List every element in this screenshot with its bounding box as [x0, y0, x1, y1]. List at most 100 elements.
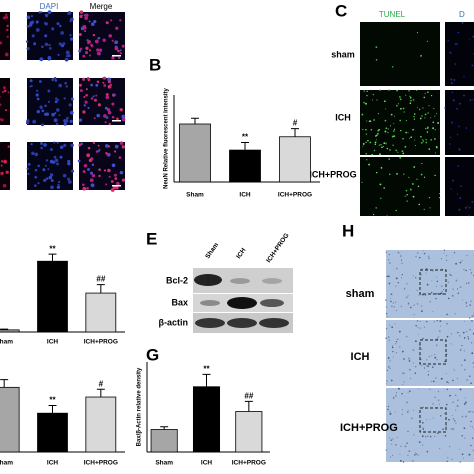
- x-tick-label: ICH+PROG: [84, 460, 118, 467]
- cell: [432, 403, 434, 405]
- cell: [395, 149, 398, 151]
- cell: [405, 335, 408, 338]
- error-bar: [244, 400, 253, 412]
- cell: [387, 259, 390, 261]
- row-label: Bcl-2: [166, 275, 188, 285]
- cell: [414, 452, 416, 454]
- cell: [464, 368, 466, 371]
- cell: [34, 175, 38, 179]
- cell: [59, 155, 63, 159]
- cell: [386, 147, 389, 150]
- cell: [397, 282, 399, 284]
- cell: [388, 336, 390, 338]
- micrograph: [445, 90, 474, 155]
- cell: [405, 119, 408, 122]
- cell: [432, 380, 435, 383]
- cell: [365, 141, 367, 144]
- micrographs: [0, 10, 474, 463]
- cell: [67, 54, 71, 58]
- panel-letter: C: [335, 1, 347, 20]
- row-label: ICH: [335, 112, 351, 122]
- cell: [111, 163, 116, 168]
- cell: [399, 98, 402, 101]
- cell: [65, 85, 68, 88]
- cell: [435, 344, 438, 346]
- cell: [465, 269, 467, 272]
- cell: [104, 106, 108, 110]
- cell: [434, 356, 437, 359]
- cell: [392, 144, 394, 146]
- cell: [465, 127, 468, 129]
- cell: [435, 285, 437, 287]
- cell: [463, 94, 465, 97]
- micrograph: [445, 22, 474, 86]
- cell: [79, 89, 83, 93]
- cell: [438, 196, 441, 199]
- cell: [366, 94, 368, 97]
- cell: [438, 403, 440, 405]
- cell: [459, 448, 461, 450]
- cell: [408, 368, 411, 371]
- cell: [413, 304, 415, 306]
- cell: [103, 169, 107, 172]
- cell: [375, 171, 378, 174]
- cell: [425, 127, 427, 130]
- cell: [413, 314, 415, 316]
- cell: [361, 181, 363, 184]
- cell: [466, 282, 468, 284]
- micrograph: [27, 78, 73, 125]
- cell: [64, 119, 69, 123]
- cell: [32, 119, 37, 124]
- cell: [396, 436, 398, 438]
- cell: [93, 20, 97, 24]
- cell: [447, 39, 449, 42]
- cell: [7, 91, 10, 94]
- cell: [457, 292, 460, 295]
- cell: [425, 141, 428, 144]
- scale-bar: [112, 120, 121, 122]
- cell: [96, 113, 100, 118]
- cell: [386, 275, 388, 278]
- bar: [37, 412, 68, 453]
- cell: [415, 255, 417, 258]
- cell: [468, 410, 471, 413]
- cell: [97, 36, 101, 40]
- cell: [439, 325, 442, 327]
- cell: [391, 345, 394, 347]
- cell: [417, 326, 419, 329]
- cell: [459, 286, 462, 288]
- cell: [111, 39, 114, 42]
- cell: [108, 175, 111, 178]
- cell: [399, 346, 401, 348]
- bar: [179, 123, 211, 183]
- cell: [375, 139, 377, 141]
- cell: [401, 262, 403, 265]
- cell: [425, 294, 427, 296]
- cell: [384, 130, 387, 133]
- cell: [117, 49, 120, 53]
- cell: [469, 328, 471, 331]
- cell: [121, 44, 125, 48]
- micrograph: [386, 250, 474, 318]
- cell: [388, 275, 390, 278]
- cell: [56, 22, 60, 26]
- cell: [33, 42, 37, 46]
- cell: [65, 50, 70, 55]
- cell: [472, 99, 474, 101]
- row-label: Bax: [171, 297, 188, 307]
- cell: [437, 399, 440, 402]
- cell: [397, 151, 399, 153]
- cell: [400, 305, 402, 307]
- row-label: sham: [331, 49, 355, 59]
- cell: [25, 121, 30, 125]
- micrograph: [386, 388, 474, 462]
- cell: [459, 388, 462, 391]
- cell: [469, 375, 471, 377]
- cell: [105, 21, 109, 25]
- cell: [464, 321, 466, 323]
- cell: [392, 350, 394, 353]
- cell: [56, 185, 61, 189]
- cell: [27, 162, 31, 166]
- cell: [441, 290, 443, 292]
- y-axis-label: Bax/β-Actin relative density: [137, 367, 143, 446]
